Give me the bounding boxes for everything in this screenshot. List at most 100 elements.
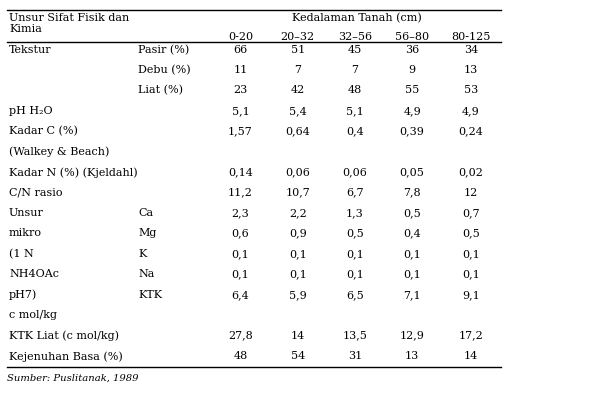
Text: 55: 55 (405, 85, 419, 95)
Text: 0,4: 0,4 (346, 126, 364, 136)
Text: 54: 54 (291, 351, 305, 361)
Text: pH7): pH7) (9, 290, 37, 300)
Text: 48: 48 (348, 85, 362, 95)
Text: 53: 53 (464, 85, 478, 95)
Text: 0,1: 0,1 (232, 249, 249, 259)
Text: 27,8: 27,8 (228, 331, 253, 341)
Text: 7,8: 7,8 (403, 187, 421, 198)
Text: 0-20: 0-20 (228, 32, 253, 42)
Text: 51: 51 (291, 44, 305, 55)
Text: 0,24: 0,24 (458, 126, 483, 136)
Text: 0,1: 0,1 (346, 269, 364, 279)
Text: KTK: KTK (138, 290, 163, 300)
Text: Unsur Sifat Fisik dan: Unsur Sifat Fisik dan (9, 13, 129, 23)
Text: 4,9: 4,9 (462, 106, 480, 116)
Text: 7: 7 (352, 65, 358, 75)
Text: 0,14: 0,14 (228, 167, 253, 177)
Text: 0,6: 0,6 (232, 228, 249, 239)
Text: Kejenuhan Basa (%): Kejenuhan Basa (%) (9, 351, 123, 362)
Text: 13: 13 (405, 351, 419, 361)
Text: Kadar C (%): Kadar C (%) (9, 126, 78, 137)
Text: 0,4: 0,4 (403, 228, 421, 239)
Text: 5,1: 5,1 (346, 106, 364, 116)
Text: Na: Na (138, 269, 155, 279)
Text: 0,9: 0,9 (289, 228, 306, 239)
Text: C/N rasio: C/N rasio (9, 187, 63, 198)
Text: 23: 23 (234, 85, 247, 95)
Text: 17,2: 17,2 (458, 331, 483, 341)
Text: 48: 48 (234, 351, 247, 361)
Text: Liat (%): Liat (%) (138, 85, 184, 96)
Text: (Walkey & Beach): (Walkey & Beach) (9, 147, 110, 157)
Text: 5,4: 5,4 (289, 106, 306, 116)
Text: K: K (138, 249, 147, 259)
Text: 0,39: 0,39 (400, 126, 424, 136)
Text: 31: 31 (348, 351, 362, 361)
Text: 0,1: 0,1 (232, 269, 249, 279)
Text: 0,06: 0,06 (343, 167, 367, 177)
Text: 1,3: 1,3 (346, 208, 364, 218)
Text: 0,7: 0,7 (462, 208, 480, 218)
Text: 5,1: 5,1 (232, 106, 249, 116)
Text: NH4OAc: NH4OAc (9, 269, 59, 279)
Text: 4,9: 4,9 (403, 106, 421, 116)
Text: 7: 7 (294, 65, 301, 75)
Text: 13: 13 (464, 65, 478, 75)
Text: 2,2: 2,2 (289, 208, 306, 218)
Text: 0,5: 0,5 (346, 228, 364, 239)
Text: 0,1: 0,1 (346, 249, 364, 259)
Text: 9: 9 (409, 65, 415, 75)
Text: Tekstur: Tekstur (9, 44, 52, 55)
Text: Mg: Mg (138, 228, 157, 239)
Text: 5,9: 5,9 (289, 290, 306, 300)
Text: Pasir (%): Pasir (%) (138, 44, 190, 55)
Text: 0,1: 0,1 (462, 249, 480, 259)
Text: 1,57: 1,57 (228, 126, 253, 136)
Text: 34: 34 (464, 44, 478, 55)
Text: 0,1: 0,1 (289, 249, 306, 259)
Text: 0,5: 0,5 (403, 208, 421, 218)
Text: 6,7: 6,7 (346, 187, 364, 198)
Text: 0,02: 0,02 (458, 167, 483, 177)
Text: mikro: mikro (9, 228, 42, 239)
Text: 0,5: 0,5 (462, 228, 480, 239)
Text: 36: 36 (405, 44, 419, 55)
Text: 32–56: 32–56 (338, 32, 372, 42)
Text: (1 N: (1 N (9, 249, 34, 259)
Text: 66: 66 (234, 44, 247, 55)
Text: KTK Liat (c mol/kg): KTK Liat (c mol/kg) (9, 331, 119, 341)
Text: 12: 12 (464, 187, 478, 198)
Text: Unsur: Unsur (9, 208, 44, 218)
Text: 0,1: 0,1 (403, 249, 421, 259)
Text: 13,5: 13,5 (343, 331, 367, 341)
Text: pH H₂O: pH H₂O (9, 106, 52, 116)
Text: 12,9: 12,9 (400, 331, 424, 341)
Text: 0,05: 0,05 (400, 167, 424, 177)
Text: 0,1: 0,1 (403, 269, 421, 279)
Text: 14: 14 (464, 351, 478, 361)
Text: Debu (%): Debu (%) (138, 65, 191, 75)
Text: 42: 42 (291, 85, 305, 95)
Text: 10,7: 10,7 (285, 187, 310, 198)
Text: 80-125: 80-125 (451, 32, 491, 42)
Text: 0,1: 0,1 (289, 269, 306, 279)
Text: 6,4: 6,4 (232, 290, 249, 300)
Text: Kedalaman Tanah (cm): Kedalaman Tanah (cm) (291, 13, 421, 23)
Text: 45: 45 (348, 44, 362, 55)
Text: Kimia: Kimia (9, 24, 42, 33)
Text: 0,1: 0,1 (462, 269, 480, 279)
Text: Ca: Ca (138, 208, 154, 218)
Text: 56–80: 56–80 (395, 32, 429, 42)
Text: 2,3: 2,3 (232, 208, 249, 218)
Text: 7,1: 7,1 (403, 290, 421, 300)
Text: 11: 11 (234, 65, 247, 75)
Text: c mol/kg: c mol/kg (9, 310, 57, 320)
Text: 6,5: 6,5 (346, 290, 364, 300)
Text: 20–32: 20–32 (281, 32, 315, 42)
Text: Kadar N (%) (Kjeldahl): Kadar N (%) (Kjeldahl) (9, 167, 138, 178)
Text: 14: 14 (291, 331, 305, 341)
Text: 9,1: 9,1 (462, 290, 480, 300)
Text: 0,06: 0,06 (285, 167, 310, 177)
Text: 11,2: 11,2 (228, 187, 253, 198)
Text: Sumber: Puslitanak, 1989: Sumber: Puslitanak, 1989 (7, 374, 138, 383)
